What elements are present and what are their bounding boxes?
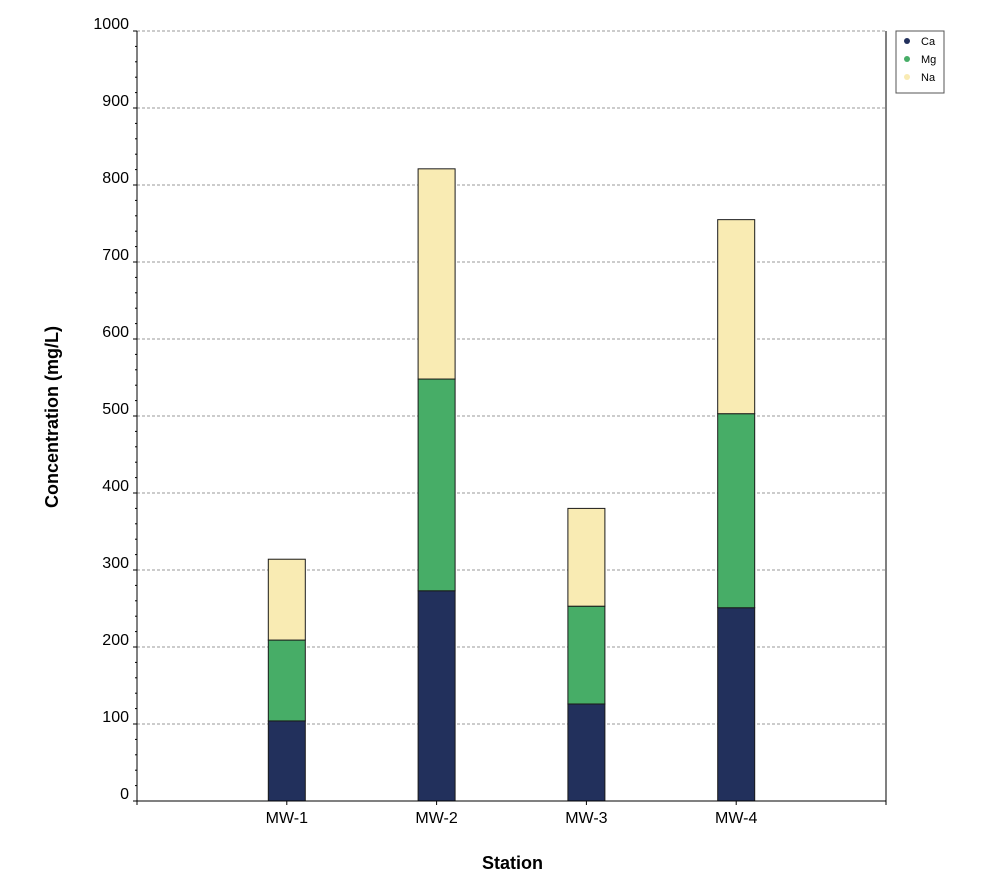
- x-tick-label: MW-2: [415, 810, 457, 827]
- x-tick-label: MW-1: [266, 810, 308, 827]
- axes: [133, 30, 887, 805]
- bar-na-mw-3: [567, 507, 606, 607]
- y-tick-label: 1000: [93, 16, 129, 33]
- bar-ca-mw-4: [717, 607, 756, 802]
- y-tick-label: 800: [102, 170, 129, 187]
- y-axis-title: Concentration (mg/L): [42, 326, 62, 508]
- bar-mg-mw-3: [567, 605, 606, 705]
- y-tick-label: 0: [120, 786, 129, 803]
- x-axis-title: Station: [482, 853, 543, 873]
- bar-ca-mw-1: [267, 720, 306, 802]
- y-tick-label: 300: [102, 555, 129, 572]
- y-tick-label: 400: [102, 478, 129, 495]
- gridlines: [137, 30, 886, 725]
- bar-na-mw-2: [417, 168, 456, 380]
- x-tick-label: MW-4: [715, 810, 757, 827]
- y-tick-label: 100: [102, 709, 129, 726]
- legend-label-ca: Ca: [921, 36, 936, 48]
- tick-labels: 0 100 200 300 400 500 600 700 800 900 1000 MW-1 MW-2…: [93, 16, 757, 827]
- y-tick-label: 600: [102, 324, 129, 341]
- x-tick-label: MW-3: [565, 810, 607, 827]
- y-tick-label: 200: [102, 632, 129, 649]
- legend-label-na: Na: [921, 72, 936, 84]
- bar-mg-mw-4: [717, 413, 756, 609]
- legend-marker-na: [904, 74, 910, 80]
- legend-marker-mg: [904, 56, 910, 62]
- legend-box: [895, 30, 945, 94]
- y-tick-label: 900: [102, 93, 129, 110]
- y-tick-label: 500: [102, 401, 129, 418]
- bar-na-mw-4: [717, 219, 756, 415]
- bar-na-mw-1: [267, 558, 306, 641]
- bar-mg-mw-2: [417, 378, 456, 592]
- y-tick-label: 700: [102, 247, 129, 264]
- legend-label-mg: Mg: [921, 54, 936, 66]
- legend-marker-ca: [904, 38, 910, 44]
- bar-ca-mw-2: [417, 590, 456, 802]
- legend: Ca Mg Na: [895, 30, 945, 94]
- bar-mg-mw-1: [267, 639, 306, 722]
- bar-ca-mw-3: [567, 703, 606, 802]
- bars: [267, 168, 756, 802]
